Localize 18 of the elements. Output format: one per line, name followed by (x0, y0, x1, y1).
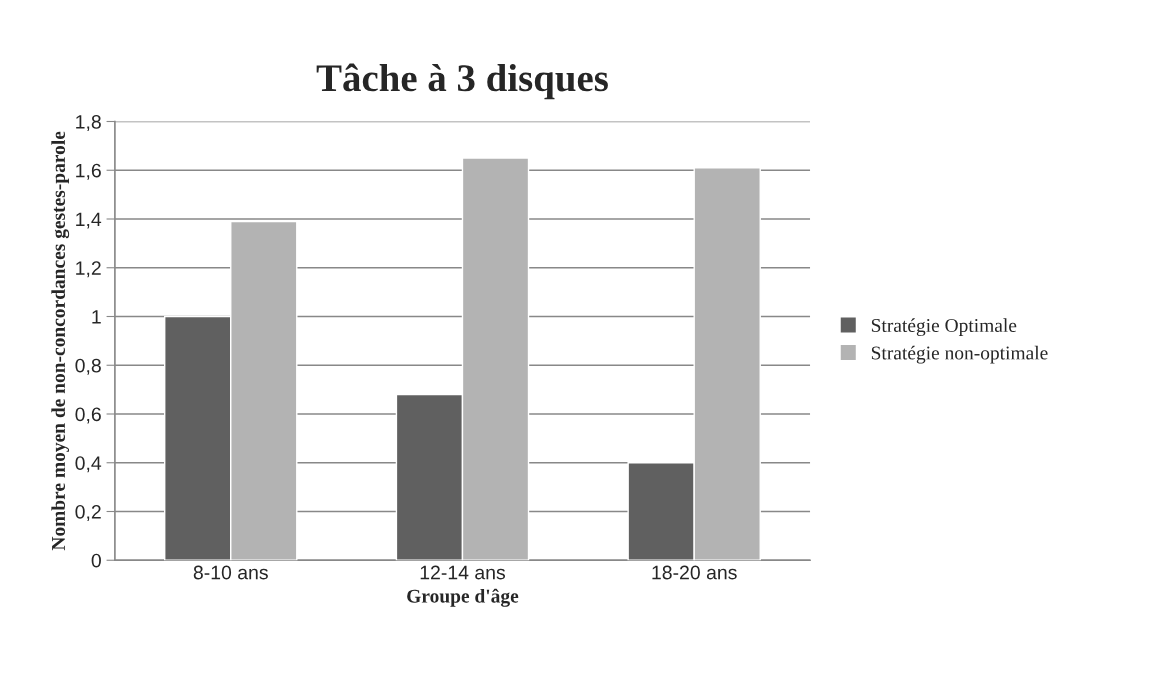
y-tick-label: 0 (91, 553, 101, 568)
y-tick-label: 0,8 (75, 358, 101, 375)
x-tick-label: 18-20 ans (652, 565, 737, 580)
y-tick-label: 0,2 (75, 504, 101, 522)
y-tick-label: 0,6 (75, 407, 101, 424)
y-tick-label: 1,2 (76, 261, 101, 278)
y-axis-title: Nombre moyen de non-concordances gestes-parole (51, 131, 70, 551)
y-tick-label: 1,4 (76, 212, 102, 229)
x-tick-label: 8-10 ans (193, 565, 268, 580)
x-axis-title: Groupe d'âge (407, 588, 519, 607)
y-tick-label: 1,8 (76, 114, 101, 132)
x-tick-label: 12-14 ans (420, 565, 506, 580)
chart-title: Tâche à 3 disques (316, 63, 608, 100)
legend-label: Stratégie non-optimale (871, 345, 1048, 364)
y-tick-label: 1 (92, 310, 101, 324)
y-tick-label: 1,6 (76, 163, 101, 180)
legend-label: Stratégie Optimale (871, 318, 1017, 337)
y-tick-label: 0,4 (75, 456, 102, 473)
